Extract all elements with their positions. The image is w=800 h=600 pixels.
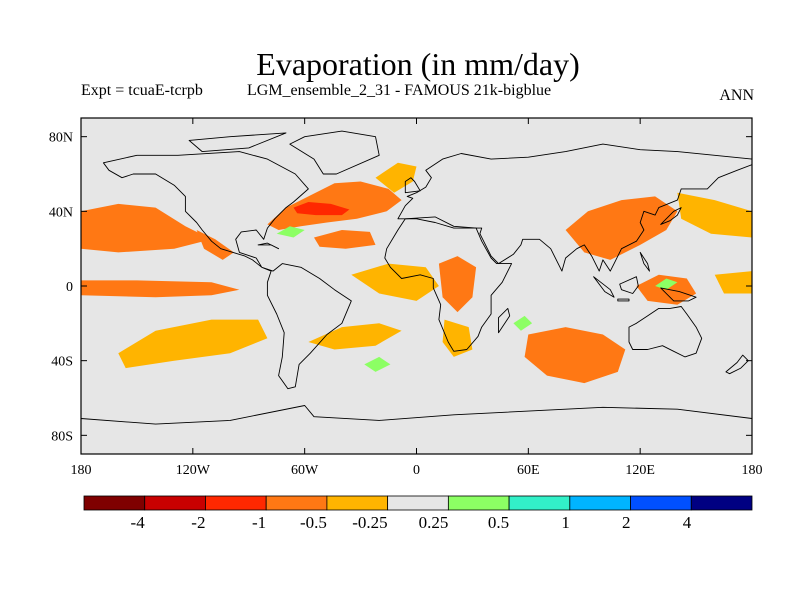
contour-region-7	[81, 280, 240, 298]
contour-region-19	[513, 315, 533, 331]
coastline-9	[593, 276, 615, 298]
x-tick-label: 120E	[625, 463, 655, 478]
colorbar-label: 0.5	[488, 513, 509, 532]
season-label: ANN	[719, 87, 754, 104]
coastline-1	[102, 151, 352, 390]
coastline-5	[628, 306, 703, 358]
contour-region-2	[293, 202, 350, 216]
colorbar-label: -2	[191, 513, 205, 532]
x-tick-label: 0	[413, 463, 420, 478]
coastline-13	[639, 251, 650, 272]
coastline-7	[404, 177, 421, 194]
contour-region-21	[655, 278, 678, 290]
colorbar: -4 -2 -1 -0.5 -0.25 0.25 0.5 1 2 4	[83, 495, 753, 532]
colorbar-label: -0.5	[300, 513, 327, 532]
y-tick-label: 40S	[51, 355, 73, 370]
y-tick-label: 40N	[49, 205, 73, 220]
contour-region-12	[442, 319, 473, 357]
contour-region-13	[524, 327, 626, 384]
coastline-3	[397, 143, 752, 272]
colorbar-swatch	[205, 495, 267, 511]
colorbar-label: -1	[252, 513, 266, 532]
coastline-10	[617, 298, 630, 302]
coastline-12	[660, 287, 697, 302]
colorbar-swatch	[630, 495, 692, 511]
y-tick-label: 80N	[49, 131, 73, 146]
coastline-14	[257, 242, 280, 250]
y-tick-label: 80S	[51, 429, 73, 444]
x-tick-label: 180	[742, 463, 763, 478]
contour-region-3	[375, 162, 417, 193]
x-tick-label: 180	[71, 463, 92, 478]
contour-region-11	[438, 256, 477, 313]
coastline-4	[384, 216, 513, 352]
coastlines	[81, 130, 752, 454]
colorbar-swatch	[387, 495, 449, 511]
colorbar-label: 0.25	[419, 513, 449, 532]
coastline-15	[81, 405, 752, 454]
experiment-label: Expt = tcuaE-tcrpb	[81, 82, 203, 99]
x-axis: 180 120W 60W 0 60E 120E 180	[71, 118, 763, 478]
x-tick-label: 60W	[291, 463, 319, 478]
colorbar-swatch	[447, 495, 510, 511]
coastline-6	[498, 307, 511, 334]
contour-region-14	[565, 196, 678, 260]
coastline-8	[660, 207, 682, 225]
contour-region-6	[196, 230, 234, 260]
coastline-2	[289, 130, 380, 175]
contour-region-4	[314, 230, 376, 249]
colorbar-swatch	[83, 495, 146, 511]
x-tick-label: 120W	[176, 463, 211, 478]
contour-region-10	[351, 263, 439, 301]
run-label: LGM_ensemble_2_31 - FAMOUS 21k-bigblue	[247, 82, 552, 99]
x-tick-label: 60E	[517, 463, 540, 478]
y-tick-label: 0	[66, 280, 73, 295]
contour-region-5	[81, 203, 212, 253]
colorbar-label: -4	[131, 513, 146, 532]
evaporation-contours	[81, 162, 752, 384]
colorbar-swatch	[326, 495, 389, 511]
colorbar-label: 1	[561, 513, 570, 532]
contour-region-8	[118, 319, 268, 369]
colorbar-swatch	[569, 495, 631, 511]
colorbar-label: -0.25	[352, 513, 387, 532]
contour-region-16	[636, 274, 697, 305]
colorbar-swatch	[144, 495, 206, 511]
contour-region-17	[714, 271, 752, 294]
colorbar-label: 4	[683, 513, 692, 532]
y-axis: 80N 40N 0 40S 80S	[49, 131, 752, 444]
contour-region-20	[364, 356, 391, 372]
chart-title: Evaporation (in mm/day)	[256, 46, 580, 82]
coastline-16	[188, 132, 287, 153]
coastline-11	[619, 276, 639, 294]
colorbar-swatch	[690, 495, 753, 511]
colorbar-swatch	[508, 495, 571, 511]
contour-region-15	[677, 192, 752, 238]
colorbar-label: 2	[622, 513, 631, 532]
contour-region-9	[308, 323, 402, 350]
colorbar-swatch	[265, 495, 328, 511]
contour-region-18	[276, 226, 305, 238]
